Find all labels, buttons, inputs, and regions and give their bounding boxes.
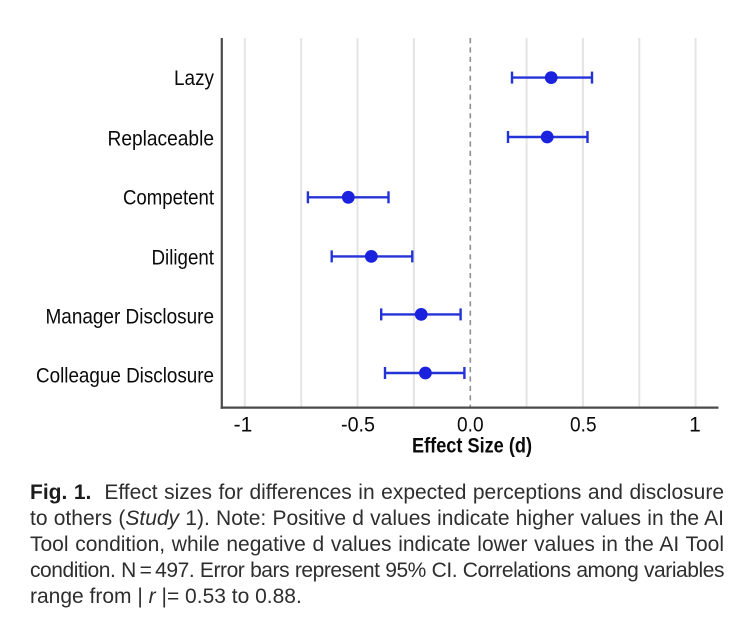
svg-text:Effect Size (d): Effect Size (d)	[412, 435, 532, 458]
svg-text:1: 1	[689, 413, 701, 436]
svg-text:-0.5: -0.5	[341, 413, 375, 436]
svg-text:0.0: 0.0	[457, 413, 484, 436]
svg-text:Competent: Competent	[123, 187, 214, 210]
svg-text:Lazy: Lazy	[174, 67, 214, 90]
svg-text:Manager Disclosure: Manager Disclosure	[46, 306, 215, 329]
svg-text:Diligent: Diligent	[152, 246, 215, 269]
svg-text:0.5: 0.5	[570, 413, 597, 436]
svg-text:-1: -1	[234, 413, 253, 436]
svg-text:Replaceable: Replaceable	[108, 128, 215, 151]
svg-text:Colleague Disclosure: Colleague Disclosure	[36, 364, 214, 387]
